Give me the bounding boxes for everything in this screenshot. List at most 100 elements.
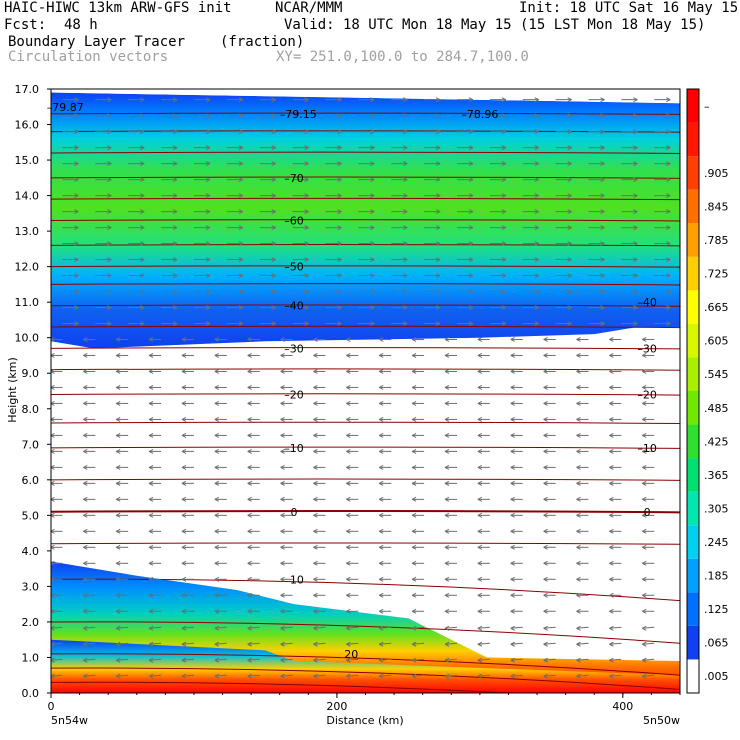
vector-arrow — [412, 658, 425, 661]
vector-arrowhead — [501, 145, 507, 151]
vector-arrowhead — [534, 193, 539, 199]
vector-arrowhead — [172, 305, 178, 310]
vector-arrowhead — [313, 400, 318, 406]
vector-arrowhead — [576, 337, 581, 342]
y-tick-label: 7.0 — [22, 438, 40, 451]
vector-arrow — [477, 642, 490, 645]
vector-arrowhead — [411, 576, 417, 582]
vector-arrowhead — [238, 177, 244, 183]
vector-arrowhead — [181, 592, 187, 598]
y-tick-label: 6.0 — [22, 474, 40, 487]
y-tick-label: 0.0 — [22, 687, 40, 700]
vector-arrowhead — [576, 544, 581, 550]
vector-arrowhead — [346, 657, 351, 663]
vector-arrowhead — [510, 641, 515, 647]
vector-arrowhead — [534, 241, 539, 247]
vector-arrowhead — [370, 273, 375, 278]
vector-arrowhead — [313, 448, 318, 454]
x-end-label-left: 5n54w — [51, 714, 88, 727]
vector-arrowhead — [501, 161, 507, 167]
vector-arrowhead — [468, 177, 474, 183]
vector-arrowhead — [115, 384, 121, 390]
vector-arrowhead — [172, 129, 178, 135]
vector-arrowhead — [543, 384, 548, 390]
vector-arrowhead — [346, 608, 351, 614]
vector-arrowhead — [247, 625, 252, 631]
vector-arrowhead — [346, 641, 351, 647]
vector-arrow — [149, 658, 162, 661]
vector-arrow — [313, 658, 326, 661]
vector-arrowhead — [205, 113, 211, 119]
vector-arrowhead — [181, 448, 187, 454]
vector-arrowhead — [600, 193, 605, 199]
vector-arrow — [181, 674, 194, 677]
x-tick-label: 400 — [612, 700, 633, 713]
contour-line — [51, 347, 680, 350]
vector-arrow — [412, 626, 425, 629]
vector-arrowhead — [444, 400, 450, 406]
vector-arrowhead — [346, 576, 351, 582]
vector-arrowhead — [600, 145, 605, 151]
vector-arrowhead — [346, 464, 351, 470]
vector-arrowhead — [534, 209, 539, 215]
vector-arrowhead — [247, 384, 252, 390]
model-title: HAIC-HIWC 13km ARW-GFS init — [4, 0, 232, 16]
vector-arrowhead — [435, 193, 441, 199]
contour-label: –20 — [284, 389, 304, 402]
vector-arrowhead — [444, 464, 450, 470]
vector-arrowhead — [346, 512, 351, 518]
vector-arrowhead — [280, 448, 285, 454]
vector-arrowhead — [337, 145, 342, 151]
contour-label: –60 — [284, 214, 304, 227]
vector-arrowhead — [247, 337, 252, 342]
vector-arrowhead — [666, 177, 671, 183]
vector-arrowhead — [576, 625, 581, 631]
vector-arrowhead — [444, 353, 450, 358]
vector-arrowhead — [148, 480, 154, 486]
vector-arrowhead — [666, 145, 671, 151]
vector-arrowhead — [642, 369, 647, 374]
vector-arrowhead — [567, 257, 572, 262]
fcst-value: 48 h — [64, 17, 98, 33]
vector-arrowhead — [403, 225, 408, 231]
vector-arrowhead — [633, 305, 638, 310]
vector-arrowhead — [107, 289, 112, 294]
vector-arrowhead — [346, 544, 351, 550]
vector-arrowhead — [379, 384, 384, 390]
vector-arrowhead — [543, 608, 548, 614]
vector-arrowhead — [107, 305, 112, 310]
vector-arrow — [51, 658, 63, 661]
vector-arrowhead — [435, 145, 441, 151]
vector-arrowhead — [444, 657, 450, 663]
vector-arrowhead — [370, 289, 375, 294]
vector-arrowhead — [247, 608, 252, 614]
vector-arrowhead — [280, 384, 285, 390]
vector-arrowhead — [115, 673, 121, 679]
vector-arrowhead — [567, 193, 572, 199]
vector-arrowhead — [107, 97, 112, 103]
vector-arrowhead — [600, 289, 605, 294]
vector-arrowhead — [205, 193, 211, 199]
contour-label: 0 — [644, 506, 651, 519]
vector-arrowhead — [214, 416, 220, 422]
vector-arrowhead — [74, 225, 79, 231]
contour-label: –79.15 — [280, 108, 317, 121]
vector-arrowhead — [477, 448, 483, 454]
vector-arrowhead — [379, 592, 384, 598]
vector-arrowhead — [214, 337, 220, 342]
vector-arrowhead — [139, 193, 145, 199]
field-units: (fraction) — [220, 34, 305, 50]
vector-arrowhead — [280, 512, 285, 518]
vector-arrowhead — [534, 305, 539, 310]
vector-arrowhead — [205, 225, 211, 231]
vector-arrowhead — [139, 241, 145, 247]
vector-arrowhead — [337, 209, 342, 215]
vector-arrowhead — [139, 177, 145, 183]
vector-arrowhead — [148, 560, 154, 566]
vector-arrowhead — [181, 673, 187, 679]
vector-arrowhead — [576, 400, 581, 406]
vector-arrowhead — [567, 289, 572, 294]
vector-arrowhead — [247, 592, 252, 598]
vector-arrowhead — [534, 145, 539, 151]
vector-arrowhead — [411, 641, 417, 647]
